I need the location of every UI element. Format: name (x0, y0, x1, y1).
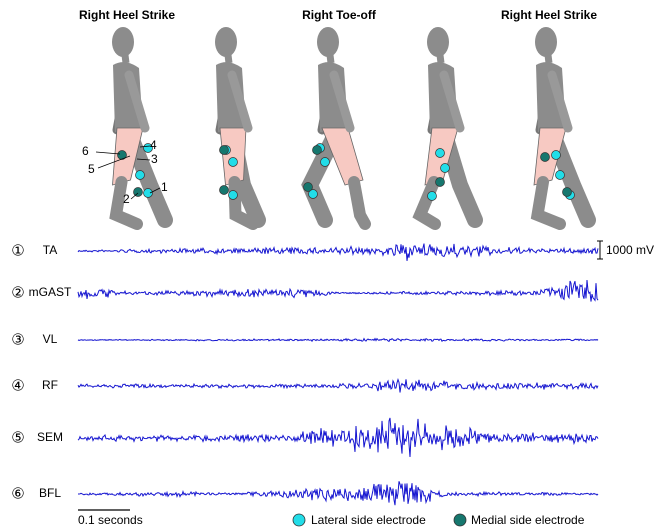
arm (227, 70, 253, 133)
arm (124, 70, 150, 133)
emg-trace (77, 378, 599, 393)
channel-number: ③ (11, 331, 24, 349)
torso (428, 62, 458, 132)
amplitude-scale-bar (597, 240, 603, 260)
phase-title: Right Toe-off (302, 8, 377, 22)
channel-name: VL (43, 332, 58, 346)
neck (544, 54, 553, 64)
channel-name: mGAST (29, 285, 72, 299)
channel-number: ① (11, 242, 24, 260)
thigh (219, 127, 247, 186)
legend-label: Lateral side electrode (311, 513, 426, 527)
lateral-electrode (435, 148, 445, 158)
legend-marker (453, 513, 467, 527)
walking-figures (109, 27, 596, 230)
electrode-label: 1 (161, 180, 168, 194)
head (112, 27, 134, 57)
shank (412, 176, 441, 230)
emg-channels: ① TA ② mGAST ③ VL ④ RF ⑤ SEM ⑥ BFL (11, 242, 599, 506)
arm (439, 70, 465, 133)
torso (216, 62, 246, 132)
channel-name: BFL (39, 486, 61, 500)
lateral-electrode (228, 157, 238, 167)
torso (113, 62, 143, 132)
head (215, 27, 237, 57)
phase-title: Right Heel Strike (501, 8, 597, 22)
thigh (533, 127, 567, 186)
medial-electrode (117, 150, 127, 160)
lateral-electrode (551, 150, 561, 160)
arm (547, 70, 573, 133)
time-scale: 0.1 seconds (78, 513, 143, 527)
channel-number: ④ (11, 377, 24, 395)
medial-electrode (562, 187, 572, 197)
thigh (321, 127, 364, 186)
electrode-labels (95, 145, 161, 200)
shank (530, 176, 566, 230)
emg-trace (78, 481, 599, 506)
legend-label: Medial side electrode (471, 513, 585, 527)
head (427, 27, 449, 57)
neck (436, 54, 445, 64)
channel-number: ⑥ (11, 485, 24, 503)
electrode-label: 2 (123, 192, 130, 206)
medial-electrode (219, 145, 229, 155)
electrode-label: 3 (151, 152, 158, 166)
emg-trace (77, 337, 599, 343)
electrode-label: 5 (88, 162, 95, 176)
shank (348, 176, 371, 230)
head (535, 27, 557, 57)
shank (109, 176, 143, 230)
lateral-electrode (440, 163, 450, 173)
neck (224, 54, 233, 64)
walking-figure (109, 27, 173, 230)
arm (329, 70, 355, 133)
medial-electrode (303, 182, 313, 192)
walking-figure (530, 27, 596, 230)
medial-electrode (540, 152, 550, 162)
medial-electrode (219, 185, 229, 195)
lateral-electrode (427, 191, 437, 201)
electrode-label: 6 (82, 144, 89, 158)
medial-electrode (435, 177, 445, 187)
channel-name: RF (42, 378, 58, 392)
walking-figure (215, 27, 266, 230)
emg-trace (77, 243, 599, 261)
electrode-label: 4 (150, 138, 157, 152)
lateral-electrode (143, 143, 153, 153)
lateral-electrode (555, 170, 565, 180)
medial-electrode (312, 145, 322, 155)
phase-title: Right Heel Strike (79, 8, 175, 22)
neck (326, 54, 335, 64)
channel-name: SEM (37, 430, 63, 444)
walking-figure (301, 27, 371, 230)
emg-trace (77, 417, 599, 458)
lateral-electrode (228, 190, 238, 200)
amplitude-scale: 1000 mV (606, 243, 654, 257)
channel-number: ② (11, 284, 24, 302)
torso (318, 62, 348, 132)
lateral-electrode (308, 189, 318, 199)
lateral-electrode (143, 188, 153, 198)
head (317, 27, 339, 57)
legend-marker (292, 513, 306, 527)
lateral-electrode (320, 157, 330, 167)
walking-figure (412, 27, 483, 230)
neck (121, 54, 130, 64)
emg-trace (77, 279, 599, 302)
medial-electrode (133, 187, 143, 197)
channel-name: TA (43, 243, 57, 257)
lateral-electrode (135, 170, 145, 180)
channel-number: ⑤ (11, 429, 24, 447)
torso (536, 62, 566, 132)
